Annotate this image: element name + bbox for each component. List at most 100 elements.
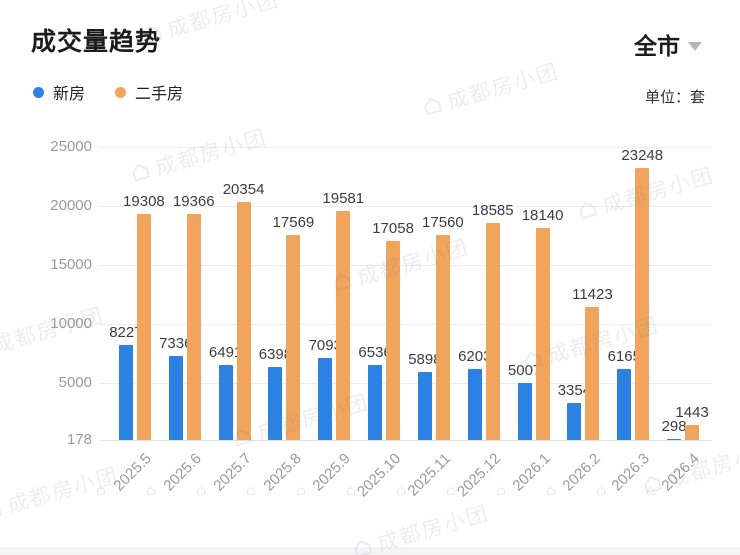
bar-new-homes[interactable]	[467, 368, 482, 440]
house-icon	[596, 487, 606, 496]
bar-value-label: 19366	[172, 192, 215, 210]
bar-new-homes[interactable]	[517, 382, 532, 440]
y-axis-label: 25000	[50, 138, 92, 155]
legend-item-secondhand-homes[interactable]: 二手房	[115, 80, 183, 104]
watermark: 成都房小团	[419, 55, 563, 123]
house-icon	[296, 487, 306, 496]
x-axis-label: 2025.6	[160, 450, 205, 495]
bar-value-label: 18140	[521, 206, 564, 224]
watermark-tiny-house-icon	[145, 482, 158, 501]
watermark-tiny-house-icon	[495, 482, 508, 501]
x-axis-label: 2025.12	[453, 450, 504, 501]
watermark-tiny-house-icon	[195, 482, 208, 501]
bar-secondhand-homes[interactable]	[236, 201, 251, 440]
watermark-text: 成都房小团	[599, 163, 717, 218]
chevron-down-icon	[688, 42, 702, 51]
bar-value-label: 1443	[675, 404, 709, 422]
x-axis-label: 2025.11	[404, 450, 454, 500]
bar-value-label: 3354	[557, 381, 592, 399]
house-icon	[579, 201, 598, 220]
x-axis-label: 2025.5	[110, 450, 155, 495]
bar-new-homes[interactable]	[218, 365, 233, 440]
watermark-tiny-house-icon	[595, 482, 608, 501]
watermark-text: 成都房小团	[164, 0, 282, 42]
house-icon	[196, 487, 206, 496]
legend-label-secondhand-homes: 二手房	[135, 86, 184, 103]
bar-value-label: 5007	[507, 361, 542, 379]
watermark-tiny-house-icon	[295, 482, 308, 501]
y-gridline	[100, 147, 712, 148]
bar-value-label: 8227	[109, 323, 143, 341]
legend-dot-new-homes	[33, 86, 44, 98]
bottom-divider	[0, 547, 740, 555]
page-title: 成交量趋势	[31, 28, 162, 56]
watermark-tiny-house-icon	[245, 482, 258, 501]
y-gridline	[100, 265, 712, 267]
watermark-tiny-house-icon	[95, 482, 108, 501]
y-gridline	[100, 206, 712, 208]
house-icon	[424, 97, 443, 116]
x-axis-label: 2025.10	[353, 450, 405, 501]
bar-value-label: 19308	[123, 193, 165, 211]
bar-value-label: 5898	[408, 351, 442, 369]
bar-new-homes[interactable]	[118, 344, 133, 440]
house-icon	[546, 487, 556, 496]
house-icon	[96, 487, 106, 496]
y-axis-label: 5000	[58, 374, 92, 392]
bar-new-homes[interactable]	[567, 402, 582, 440]
bar-secondhand-homes[interactable]	[635, 167, 650, 440]
bar-value-label: 11423	[572, 286, 613, 304]
house-icon	[496, 487, 506, 496]
bar-value-label: 298	[661, 417, 687, 435]
house-icon	[146, 487, 156, 496]
bar-value-label: 6398	[258, 345, 293, 363]
bar-value-label: 19581	[322, 189, 365, 207]
house-icon	[0, 501, 3, 520]
bar-new-homes[interactable]	[268, 366, 283, 440]
watermark-text: 成都房小团	[444, 59, 562, 114]
bar-value-label: 6203	[458, 347, 492, 365]
bar-new-homes[interactable]	[667, 438, 682, 440]
y-axis-label: 20000	[50, 197, 92, 215]
bar-secondhand-homes[interactable]	[535, 227, 550, 440]
bar-new-homes[interactable]	[368, 364, 383, 440]
bar-secondhand-homes[interactable]	[336, 210, 351, 440]
legend-label-new-homes: 新房	[53, 86, 86, 103]
bar-new-homes[interactable]	[318, 358, 333, 440]
chart-legend: 新房 二手房	[33, 80, 183, 104]
bar-value-label: 6491	[208, 344, 243, 362]
legend-dot-secondhand-homes	[115, 86, 127, 98]
legend-item-new-homes[interactable]: 新房	[33, 80, 85, 104]
watermark-text: 成都房小团	[152, 125, 270, 180]
bar-value-label: 23248	[621, 146, 664, 164]
bar-secondhand-homes[interactable]	[435, 234, 450, 440]
bar-value-label: 18585	[471, 201, 514, 219]
bar-new-homes[interactable]	[417, 372, 432, 440]
bar-secondhand-homes[interactable]	[186, 213, 201, 440]
x-axis-label: 2025.7	[210, 450, 255, 495]
x-axis-label: 2026.3	[608, 450, 654, 495]
bar-new-homes[interactable]	[617, 369, 632, 440]
bar-value-label: 20354	[222, 180, 265, 198]
bar-value-label: 17058	[372, 219, 414, 237]
x-axis-label: 2025.9	[309, 450, 355, 495]
x-axis-label: 2025.8	[259, 450, 305, 495]
x-axis-label: 2026.1	[509, 450, 554, 495]
bar-secondhand-homes[interactable]	[136, 214, 151, 440]
watermark-tiny-house-icon	[545, 482, 558, 501]
bar-secondhand-homes[interactable]	[585, 307, 600, 440]
y-gridline	[100, 324, 712, 326]
bar-value-label: 6536	[358, 343, 392, 361]
bar-secondhand-homes[interactable]	[386, 240, 401, 440]
region-selector[interactable]: 全市	[634, 27, 702, 61]
y-axis-label: 178	[66, 431, 92, 448]
y-gridline	[100, 383, 712, 385]
unit-label: 单位：套	[644, 89, 705, 106]
watermark-text: 成都房小团	[4, 463, 122, 518]
bar-new-homes[interactable]	[168, 355, 183, 440]
bar-value-label: 7093	[308, 337, 342, 355]
bar-secondhand-homes[interactable]	[485, 222, 500, 440]
bar-secondhand-homes[interactable]	[685, 425, 700, 440]
bar-secondhand-homes[interactable]	[286, 234, 301, 440]
